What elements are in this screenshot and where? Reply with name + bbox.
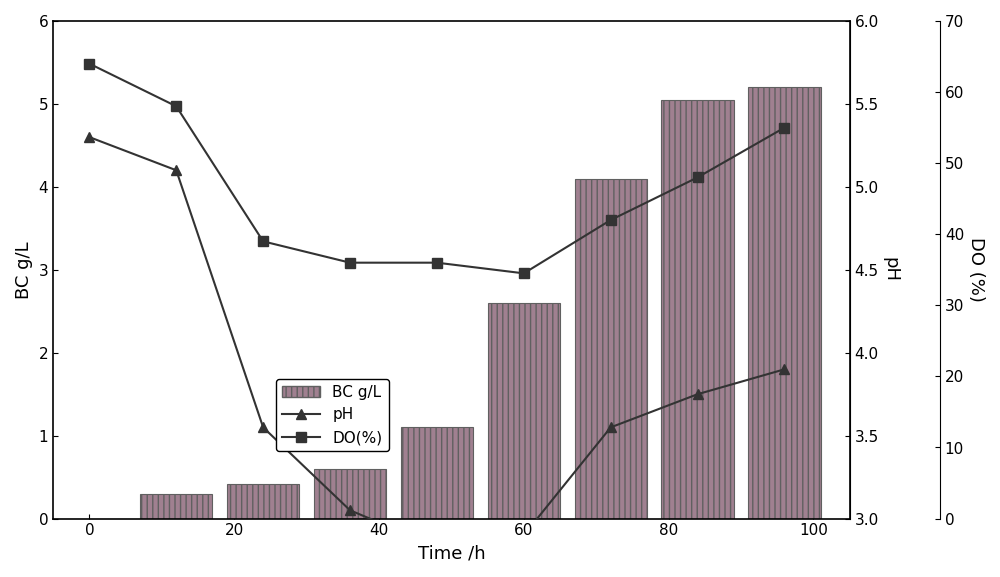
Bar: [661, 100, 734, 519]
Legend: BC g/L, pH, DO(%): BC g/L, pH, DO(%): [276, 379, 389, 451]
Bar: [140, 494, 212, 519]
Bar: [227, 484, 299, 519]
Bar: [314, 469, 386, 519]
Bar: [488, 303, 560, 519]
Y-axis label: pH: pH: [882, 257, 900, 282]
Y-axis label: DO (%): DO (%): [967, 237, 985, 302]
Bar: [401, 428, 473, 519]
X-axis label: Time /h: Time /h: [418, 544, 485, 562]
Bar: [748, 87, 821, 519]
Y-axis label: BC g/L: BC g/L: [15, 241, 33, 299]
Bar: [575, 178, 647, 519]
